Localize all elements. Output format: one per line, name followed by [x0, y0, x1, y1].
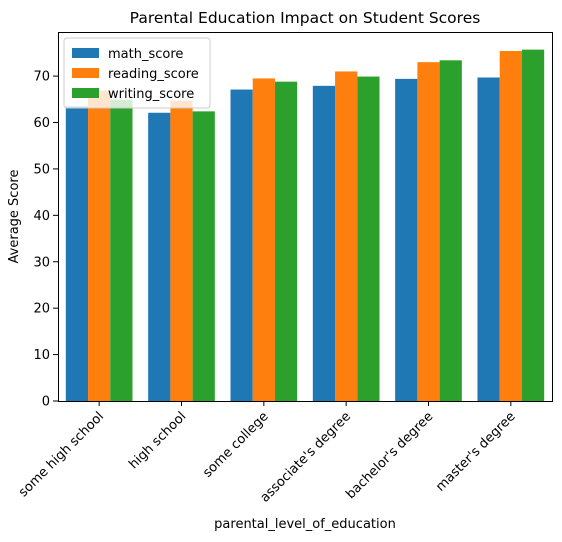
legend-swatch-writing_score [72, 88, 99, 98]
x-tick-label: associate's degree [258, 409, 354, 505]
legend-swatch-reading_score [72, 68, 99, 78]
x-tick-label: master's degree [433, 409, 518, 494]
bar-writing_score-4 [439, 60, 462, 402]
y-tick-label: 70 [33, 70, 50, 85]
x-tick-label: high school [126, 409, 189, 472]
x-axis-ticks: some high school high school some collegea… [16, 401, 519, 506]
y-tick-label: 20 [33, 302, 50, 317]
y-tick-label: 50 [33, 162, 50, 177]
plot-frame [58, 32, 553, 402]
y-tick-label: 30 [33, 255, 50, 270]
bar-reading_score-1 [170, 100, 193, 401]
legend-label-reading_score: reading_score [108, 67, 199, 82]
y-tick-label: 40 [33, 209, 50, 224]
bar-writing_score-2 [274, 81, 298, 401]
bar-math_score-4 [395, 78, 418, 401]
bar-math_score-1 [148, 112, 171, 401]
bar-writing_score-5 [521, 49, 545, 401]
bar-writing_score-1 [192, 111, 215, 402]
y-tick-label: 10 [33, 348, 50, 363]
legend-label-writing_score: writing_score [108, 87, 194, 102]
bar-writing_score-3 [357, 76, 380, 401]
bar-reading_score-3 [335, 71, 358, 401]
x-tick-label: some college [200, 409, 271, 480]
x-tick-label: some high school [16, 409, 107, 500]
y-tick-label: 60 [33, 116, 50, 131]
bar-math_score-5 [477, 77, 500, 402]
bar-math_score-3 [312, 85, 336, 401]
x-axis-title: parental_level_of_education [214, 517, 396, 532]
legend-swatch-math_score [72, 48, 99, 58]
legend: math_score reading_score writing_score [63, 37, 211, 109]
y-axis-title: Average Score [7, 170, 22, 264]
bar-writing_score-0 [110, 99, 133, 402]
y-tick-label: 0 [42, 395, 50, 410]
bar-reading_score-0 [88, 90, 111, 401]
bar-reading_score-4 [417, 62, 440, 402]
bar-math_score-2 [230, 89, 253, 402]
legend-box [63, 37, 211, 109]
bars-layer [65, 49, 545, 402]
x-tick-label: bachelor's degree [343, 409, 436, 502]
legend-label-math_score: math_score [108, 47, 183, 62]
bar-reading_score-5 [499, 51, 522, 401]
chart-title: Parental Education Impact on Student Sco… [130, 9, 481, 27]
bar-reading_score-2 [252, 78, 275, 402]
y-axis-ticks: 0 10 20 30 40 50 60 70 [33, 70, 58, 410]
bar-math_score-0 [65, 106, 89, 401]
